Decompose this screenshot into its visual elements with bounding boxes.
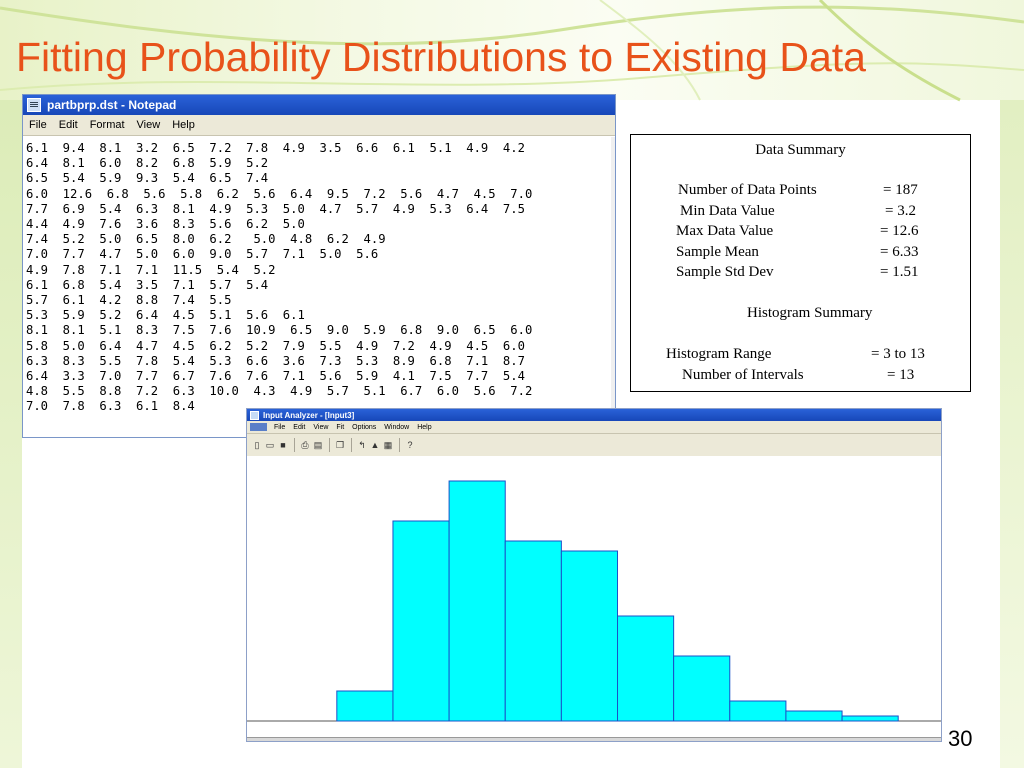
notepad-line: 7.4 5.2 5.0 6.5 8.0 6.2 5.0 4.8 6.2 4.9 [26, 232, 386, 247]
summary-value: = 1.51 [880, 264, 919, 280]
ia-menu-fit[interactable]: Fit [336, 423, 345, 431]
notepad-line: 4.8 5.5 8.8 7.2 6.3 10.0 4.3 4.9 5.7 5.1… [26, 384, 533, 399]
histogram-icon[interactable]: ▲ [370, 440, 380, 450]
notepad-line: 6.4 8.1 6.0 8.2 6.8 5.9 5.2 [26, 156, 269, 171]
histogram-bar [336, 690, 394, 722]
document-icon[interactable] [250, 423, 267, 431]
histogram-bar [841, 715, 899, 722]
notepad-title: partbprp.dst - Notepad [47, 98, 177, 112]
summary-label: Histogram Range [666, 346, 772, 362]
notepad-scrollbar[interactable] [611, 137, 615, 437]
toolbar-separator [399, 438, 400, 452]
slide-title: Fitting Probability Distributions to Exi… [16, 34, 866, 80]
open-folder-icon[interactable]: ▭ [265, 439, 275, 450]
menu-help[interactable]: Help [172, 119, 195, 131]
fit-icon[interactable]: ↰ [358, 439, 366, 450]
menu-edit[interactable]: Edit [58, 119, 78, 131]
toolbar-separator [329, 438, 330, 452]
notepad-line: 6.3 8.3 5.5 7.8 5.4 5.3 6.6 3.6 7.3 5.3 … [26, 353, 525, 368]
histogram-summary-heading: Histogram Summary [747, 305, 873, 321]
chart-icon[interactable]: ▦ [383, 439, 393, 450]
summary-label: Number of Intervals [682, 367, 804, 383]
histogram-bar [729, 700, 787, 722]
notepad-line: 5.3 5.9 5.2 6.4 4.5 5.1 5.6 6.1 [26, 308, 305, 323]
notepad-line: 7.0 7.8 6.3 6.1 8.4 [26, 399, 195, 414]
summary-value: = 187 [883, 182, 918, 198]
histogram-bar [392, 520, 450, 722]
new-file-icon[interactable]: ▯ [254, 439, 260, 450]
data-summary-box: Data Summary Number of Data Points = 187… [630, 134, 971, 392]
histogram-bar [448, 480, 506, 722]
print-preview-icon[interactable]: ▤ [313, 439, 323, 450]
summary-value: = 3.2 [885, 203, 916, 219]
summary-label: Min Data Value [680, 203, 775, 219]
page-number: 30 [948, 726, 973, 751]
notepad-text-area[interactable]: 6.1 9.4 8.1 3.2 6.5 7.2 7.8 4.9 3.5 6.6 … [23, 136, 615, 415]
histogram-bar [617, 615, 675, 722]
notepad-line: 5.8 5.0 6.4 4.7 4.5 6.2 5.2 7.9 5.5 4.9 … [26, 338, 525, 353]
menu-file[interactable]: File [29, 119, 47, 131]
input-analyzer-toolbar: ▯ ▭ ■ ⎙ ▤ ❐ ↰ ▲ ▦ ? [247, 434, 941, 457]
notepad-menubar: File Edit Format View Help [23, 115, 615, 136]
summary-value: = 3 to 13 [871, 346, 925, 362]
notepad-line: 7.7 6.9 5.4 6.3 8.1 4.9 5.3 5.0 4.7 5.7 … [26, 201, 525, 216]
input-analyzer-window[interactable]: Input Analyzer - [Input3] File Edit View… [246, 408, 942, 742]
summary-label: Number of Data Points [678, 182, 817, 198]
input-analyzer-title: Input Analyzer - [Input3] [263, 410, 355, 420]
data-summary-heading: Data Summary [755, 142, 846, 158]
notepad-line: 6.1 9.4 8.1 3.2 6.5 7.2 7.8 4.9 3.5 6.6 … [26, 141, 525, 155]
notepad-line: 6.1 6.8 5.4 3.5 7.1 5.7 5.4 [26, 277, 269, 292]
ia-menu-window[interactable]: Window [384, 423, 410, 431]
ia-menu-file[interactable]: File [274, 423, 286, 431]
summary-label: Max Data Value [676, 223, 774, 239]
histogram-plot-area [247, 456, 941, 741]
notepad-line: 4.9 7.8 7.1 7.1 11.5 5.4 5.2 [26, 262, 276, 277]
slide-right-band [1000, 100, 1024, 768]
decorative-swoosh [0, 0, 1024, 102]
copy-icon[interactable]: ❐ [335, 439, 345, 450]
ia-menu-options[interactable]: Options [352, 423, 377, 431]
summary-value: = 6.33 [880, 244, 919, 260]
ia-menu-edit[interactable]: Edit [293, 423, 306, 431]
help-icon[interactable]: ? [407, 440, 413, 450]
input-analyzer-scrollbar[interactable] [247, 737, 941, 741]
histogram-bar [673, 655, 731, 722]
histogram-bar [785, 710, 843, 722]
toolbar-separator [294, 438, 295, 452]
notepad-line: 4.4 4.9 7.6 3.6 8.3 5.6 6.2 5.0 [26, 217, 305, 232]
histogram-bar [560, 550, 619, 722]
print-icon[interactable]: ⎙ [301, 439, 309, 450]
toolbar-separator [351, 438, 352, 452]
ia-menu-help[interactable]: Help [417, 423, 432, 431]
menu-format[interactable]: Format [89, 119, 125, 131]
save-icon[interactable]: ■ [280, 440, 286, 450]
notepad-line: 7.0 7.7 4.7 5.0 6.0 9.0 5.7 7.1 5.0 5.6 [26, 247, 379, 262]
summary-label: Sample Mean [676, 244, 759, 260]
notepad-window[interactable]: partbprp.dst - Notepad File Edit Format … [22, 94, 616, 438]
notepad-line: 6.5 5.4 5.9 9.3 5.4 6.5 7.4 [26, 171, 269, 186]
notepad-icon [27, 98, 41, 112]
notepad-line: 6.0 12.6 6.8 5.6 5.8 6.2 5.6 6.4 9.5 7.2… [26, 186, 533, 201]
histogram-bar [504, 540, 562, 722]
slide-left-band [0, 100, 22, 768]
summary-value: = 13 [887, 367, 915, 383]
notepad-line: 8.1 8.1 5.1 8.3 7.5 7.6 10.9 6.5 9.0 5.9… [26, 323, 533, 338]
notepad-line: 6.4 3.3 7.0 7.7 6.7 7.6 7.6 7.1 5.6 5.9 … [26, 369, 525, 384]
histogram-chart [247, 480, 941, 722]
input-analyzer-menubar: File Edit View Fit Options Window Help [247, 421, 941, 434]
ia-menu-view[interactable]: View [313, 423, 329, 431]
summary-label: Sample Std Dev [676, 264, 774, 280]
summary-value: = 12.6 [880, 223, 919, 239]
menu-view[interactable]: View [136, 119, 161, 131]
input-analyzer-icon [250, 410, 259, 420]
notepad-titlebar[interactable]: partbprp.dst - Notepad [23, 95, 615, 115]
input-analyzer-titlebar[interactable]: Input Analyzer - [Input3] [247, 409, 941, 421]
notepad-line: 5.7 6.1 4.2 8.8 7.4 5.5 [26, 293, 232, 308]
